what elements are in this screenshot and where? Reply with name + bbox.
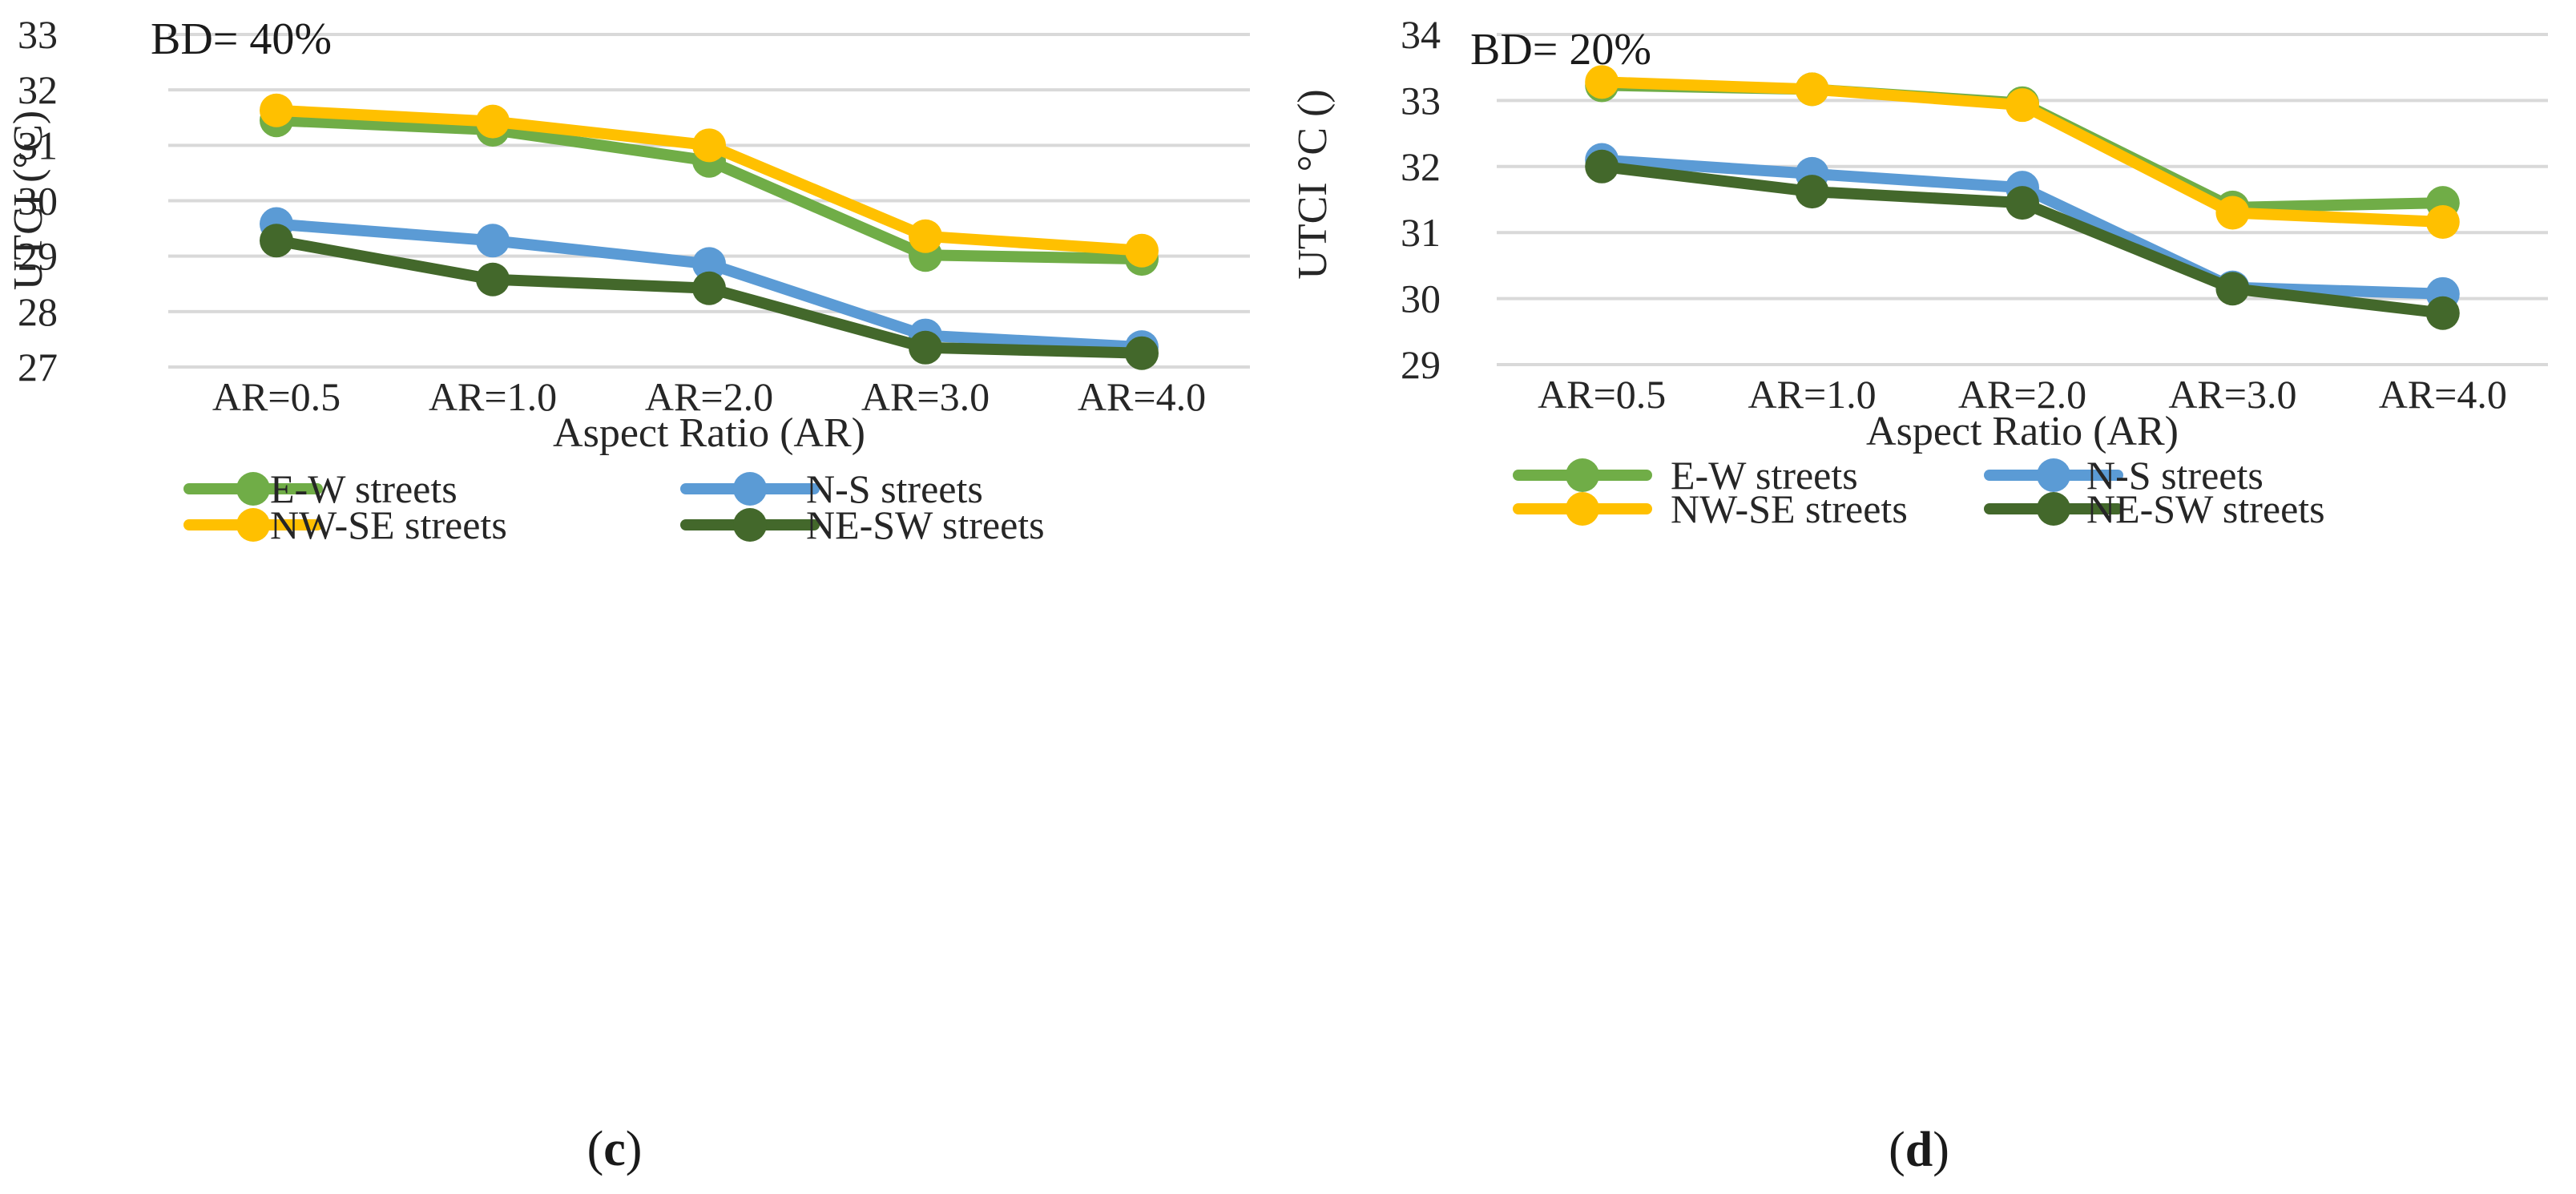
legend: E-W streets N-S streets NW-SE streets NE-SW… — [183, 466, 1045, 547]
x-tick-label: AR=3.0 — [861, 374, 990, 419]
panel-label-open: ( — [1889, 1123, 1905, 1177]
data-point — [1585, 65, 1619, 99]
legend-item: N-S streets — [680, 466, 983, 511]
legend-swatch-marker — [733, 508, 767, 542]
legend-label: E-W streets — [270, 466, 458, 511]
legend-item: N-S streets — [1984, 453, 2264, 498]
legend-label: NE-SW streets — [2086, 486, 2325, 531]
y-tick-label: 31 — [1401, 210, 1441, 255]
legend-swatch-marker — [236, 472, 270, 506]
data-point — [2215, 196, 2250, 230]
legend-item: NE-SW streets — [680, 502, 1045, 547]
legend-swatch-marker — [733, 472, 767, 506]
legend-label: NW-SE streets — [270, 502, 507, 547]
x-tick-label: AR=3.0 — [2168, 372, 2296, 417]
data-point — [1125, 233, 1159, 268]
y-axis-title: UTCI °C () — [1290, 89, 1336, 279]
data-point — [909, 330, 942, 365]
data-point — [909, 219, 942, 253]
panel-label: (c) — [587, 1122, 643, 1176]
legend-swatch-marker — [236, 508, 270, 542]
legend: E-W streets N-S streets NW-SE streets NE-SW… — [1513, 453, 2325, 531]
x-tick-label: AR=2.0 — [645, 374, 773, 419]
y-tick-label: 33 — [1401, 78, 1441, 123]
data-point — [476, 104, 510, 139]
x-axis-title: Aspect Ratio (AR) — [553, 410, 865, 456]
x-tick-label: AR=2.0 — [1958, 372, 2086, 417]
legend-item: NW-SE streets — [183, 502, 507, 547]
data-point — [692, 247, 726, 281]
legend-label: N-S streets — [2086, 453, 2264, 498]
x-axis-title: Aspect Ratio (AR) — [1866, 409, 2179, 454]
legend-item: NW-SE streets — [1513, 486, 1908, 531]
panel-label-close: ) — [1933, 1123, 1949, 1177]
y-tick-label: 34 — [1401, 12, 1441, 57]
panel-label-letter: d — [1905, 1123, 1933, 1177]
x-tick-label: AR=1.0 — [1748, 372, 1877, 417]
panel-label: (d) — [1889, 1123, 1949, 1177]
legend-label: N-S streets — [806, 466, 983, 511]
data-point — [692, 271, 726, 305]
legend-swatch-marker — [2037, 492, 2070, 526]
y-tick-label: 32 — [1401, 144, 1441, 189]
x-tick-label: AR=0.5 — [212, 374, 341, 419]
y-tick-label: 31 — [18, 123, 58, 167]
data-point — [260, 93, 293, 127]
data-point — [2215, 272, 2250, 306]
chart-panel-d: 29 30 31 32 33 34 AR=0.5 AR=1.0 AR=2.0 AR=3.0 AR=4… — [1290, 12, 2548, 1177]
data-point — [2006, 88, 2039, 123]
chart-panel-c: 27 28 29 30 31 32 33 AR=0.5 AR=1.0 AR=2.0 AR=3.0 AR… — [6, 12, 1250, 1176]
bd-annotation: BD= 20% — [1470, 25, 1651, 75]
data-point — [2425, 296, 2460, 330]
legend-swatch-marker — [1566, 458, 1599, 492]
series-ne-sw-streets — [260, 224, 1159, 370]
legend-item: NE-SW streets — [1984, 486, 2325, 531]
y-tick-label: 30 — [18, 179, 58, 224]
y-tick-label: 30 — [1401, 276, 1441, 321]
x-tick-label: AR=4.0 — [2379, 372, 2507, 417]
x-tick-label: AR=1.0 — [429, 374, 557, 419]
data-point — [1125, 336, 1159, 370]
legend-label: E-W streets — [1671, 453, 1858, 498]
data-point — [1795, 175, 1829, 209]
legend-label: NE-SW streets — [806, 502, 1045, 547]
data-point — [476, 224, 510, 258]
data-point — [476, 262, 510, 296]
y-tick-label: 32 — [18, 67, 58, 112]
data-point — [692, 128, 726, 163]
legend-swatch-marker — [1566, 492, 1599, 526]
data-point — [260, 224, 293, 258]
series-nw-se-streets — [1585, 65, 2460, 240]
y-tick-label: 27 — [18, 345, 58, 389]
x-tick-label: AR=0.5 — [1538, 372, 1666, 417]
data-point — [2006, 186, 2039, 220]
legend-item: E-W streets — [1513, 453, 1858, 498]
y-tick-label: 33 — [18, 12, 58, 57]
legend-swatch-marker — [2037, 458, 2070, 492]
x-tick-label: AR=4.0 — [1078, 374, 1206, 419]
panel-label-close: ) — [626, 1122, 643, 1176]
y-tick-label: 29 — [18, 234, 58, 279]
series-nw-se-streets — [260, 93, 1159, 268]
y-tick-label: 29 — [1401, 342, 1441, 387]
y-tick-label: 28 — [18, 289, 58, 334]
y-axis-title: UTCI (°C) — [6, 111, 51, 290]
data-point — [1795, 72, 1829, 107]
panel-label-open: ( — [587, 1122, 604, 1176]
series-n-s-streets — [1585, 143, 2460, 311]
panel-label-letter: c — [603, 1122, 626, 1176]
data-point — [1585, 149, 1619, 184]
series-ne-sw-streets — [1585, 149, 2460, 330]
legend-label: NW-SE streets — [1671, 486, 1908, 531]
bd-annotation: BD= 40% — [151, 14, 332, 64]
data-point — [2425, 205, 2460, 240]
legend-item: E-W streets — [183, 466, 458, 511]
